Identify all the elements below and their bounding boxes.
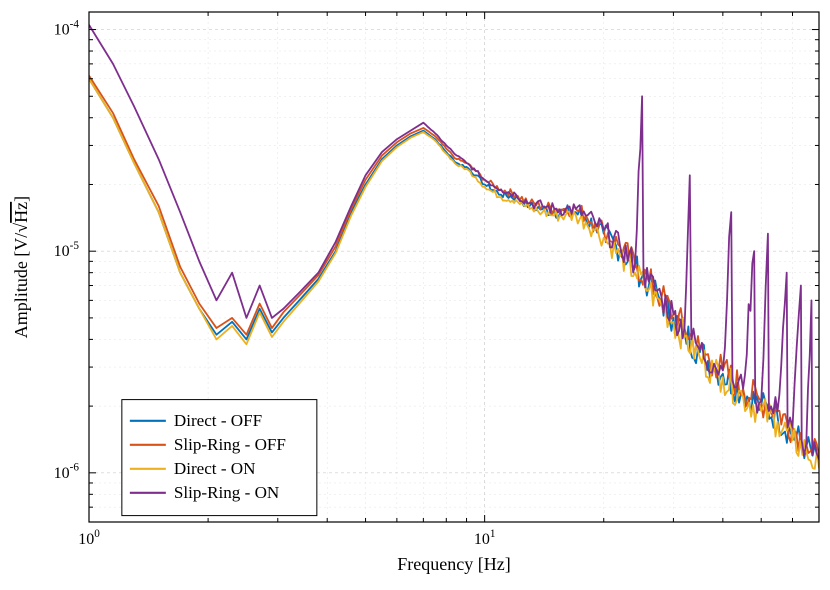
legend-label: Direct - OFF (174, 411, 262, 430)
chart-container: 10010110-610-510-4Frequency [Hz]Amplitud… (0, 0, 830, 590)
y-axis-label: Amplitude [V/√Hz] (11, 196, 31, 338)
x-axis-label: Frequency [Hz] (397, 554, 510, 574)
line-chart: 10010110-610-510-4Frequency [Hz]Amplitud… (0, 0, 830, 590)
svg-text:Amplitude [V/√Hz]: Amplitude [V/√Hz] (11, 196, 31, 338)
legend-label: Slip-Ring - ON (174, 483, 279, 502)
legend: Direct - OFF Slip-Ring - OFF Direct - ON Sl… (122, 400, 317, 516)
legend-label: Slip-Ring - OFF (174, 435, 286, 454)
legend-label: Direct - ON (174, 459, 256, 478)
